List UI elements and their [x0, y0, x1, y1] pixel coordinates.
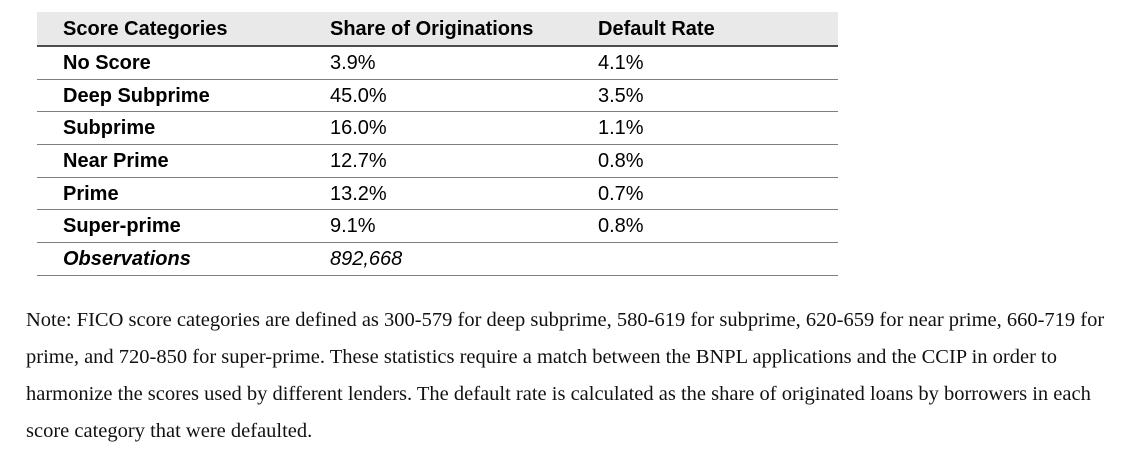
- table-row: Prime 13.2% 0.7%: [37, 178, 838, 211]
- table-row: Deep Subprime 45.0% 3.5%: [37, 80, 838, 113]
- table-note: Note: FICO score categories are defined …: [26, 308, 1105, 442]
- score-statistics-table: Score Categories Share of Originations D…: [37, 12, 838, 276]
- header-share-of-originations: Share of Originations: [330, 17, 534, 40]
- observations-value: 892,668: [330, 247, 403, 270]
- table-row: Super-prime 9.1% 0.8%: [37, 210, 838, 244]
- observations-label: Observations: [63, 247, 191, 270]
- observations-row: Observations 892,668: [37, 243, 838, 276]
- category-cell: Super-prime: [63, 215, 181, 238]
- table-row: No Score 3.9% 4.1%: [37, 47, 838, 80]
- table-row: Near Prime 12.7% 0.8%: [37, 145, 838, 178]
- rate-cell: 3.5%: [598, 84, 644, 107]
- category-cell: No Score: [63, 51, 151, 74]
- rate-cell: 1.1%: [598, 117, 644, 140]
- table-row: Subprime 16.0% 1.1%: [37, 112, 838, 146]
- category-cell: Prime: [63, 182, 119, 205]
- category-cell: Subprime: [63, 117, 156, 140]
- share-cell: 45.0%: [330, 84, 387, 107]
- rate-cell: 4.1%: [598, 51, 644, 74]
- rate-cell: 0.8%: [598, 215, 644, 238]
- header-score-categories: Score Categories: [63, 17, 228, 40]
- rate-cell: 0.8%: [598, 149, 644, 172]
- share-cell: 16.0%: [330, 117, 387, 140]
- share-cell: 3.9%: [330, 51, 376, 74]
- share-cell: 12.7%: [330, 149, 387, 172]
- header-default-rate: Default Rate: [598, 17, 715, 40]
- share-cell: 9.1%: [330, 215, 376, 238]
- table-header-row: Score Categories Share of Originations D…: [37, 12, 838, 47]
- category-cell: Near Prime: [63, 149, 169, 172]
- rate-cell: 0.7%: [598, 182, 644, 205]
- share-cell: 13.2%: [330, 182, 387, 205]
- category-cell: Deep Subprime: [63, 84, 210, 107]
